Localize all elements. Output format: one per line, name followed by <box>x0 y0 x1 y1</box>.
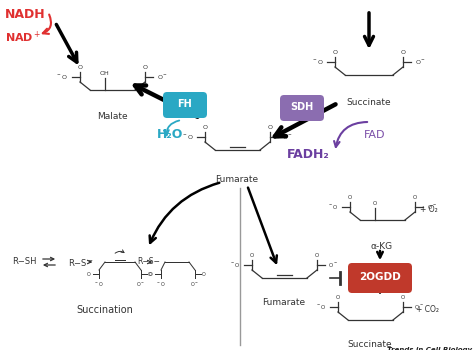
FancyArrowPatch shape <box>43 257 54 261</box>
Text: FADH₂: FADH₂ <box>287 148 329 161</box>
FancyArrowPatch shape <box>44 263 55 267</box>
Text: O: O <box>413 195 417 200</box>
Text: Succination: Succination <box>77 305 134 315</box>
Text: O: O <box>401 295 405 300</box>
Text: + CO₂: + CO₂ <box>416 306 439 315</box>
Text: Fumarate: Fumarate <box>263 298 306 307</box>
Text: NADH: NADH <box>5 8 46 21</box>
Text: OH: OH <box>100 71 110 76</box>
Text: O: O <box>87 272 91 276</box>
Text: O: O <box>336 295 340 300</box>
Text: O: O <box>348 195 352 200</box>
FancyBboxPatch shape <box>280 95 324 121</box>
Text: O: O <box>332 50 337 55</box>
Text: Succinate: Succinate <box>346 98 392 107</box>
FancyArrowPatch shape <box>43 15 51 34</box>
Text: O: O <box>143 65 147 70</box>
Text: $^-$O: $^-$O <box>94 280 104 288</box>
Text: O: O <box>202 272 206 276</box>
Text: $^-$O: $^-$O <box>328 203 339 211</box>
Text: O$^-$: O$^-$ <box>328 261 338 269</box>
FancyArrowPatch shape <box>115 250 124 253</box>
Text: O: O <box>149 272 153 276</box>
Text: O$^-$: O$^-$ <box>427 203 437 211</box>
Text: Succinate: Succinate <box>348 340 392 349</box>
Text: SDH: SDH <box>291 102 314 112</box>
Text: $^-$O: $^-$O <box>182 133 194 141</box>
Text: Trends in Cell Biology: Trends in Cell Biology <box>387 347 472 350</box>
Text: O$^-$: O$^-$ <box>415 58 426 66</box>
Text: O: O <box>267 125 273 130</box>
Text: FAD: FAD <box>364 130 386 140</box>
Text: O$^-$: O$^-$ <box>282 133 293 141</box>
Text: H₂O: H₂O <box>157 128 183 141</box>
Text: α-KG: α-KG <box>371 242 393 251</box>
Text: $^-$O: $^-$O <box>316 303 327 311</box>
Text: O$^-$: O$^-$ <box>191 280 200 288</box>
Text: Fumarate: Fumarate <box>216 175 258 184</box>
Text: 2OGDD: 2OGDD <box>359 272 401 282</box>
Text: NAD$^+$: NAD$^+$ <box>5 30 41 45</box>
Text: O$^-$: O$^-$ <box>137 280 146 288</box>
Text: R−SH: R−SH <box>12 258 36 266</box>
FancyBboxPatch shape <box>348 263 412 293</box>
Text: R−S$^-$: R−S$^-$ <box>68 257 94 267</box>
Text: + O₂: + O₂ <box>420 205 438 215</box>
Text: O$^-$: O$^-$ <box>157 73 168 81</box>
Text: $^-$O: $^-$O <box>312 58 324 66</box>
Text: O$^-$: O$^-$ <box>414 303 424 311</box>
Text: O: O <box>202 125 208 130</box>
FancyArrowPatch shape <box>334 122 367 147</box>
Text: Malate: Malate <box>97 112 128 121</box>
Text: O: O <box>373 201 377 206</box>
Text: O: O <box>401 50 405 55</box>
Text: $^-$O: $^-$O <box>56 73 68 81</box>
Text: O: O <box>78 65 82 70</box>
FancyArrowPatch shape <box>164 120 179 135</box>
Text: $^-$O: $^-$O <box>230 261 241 269</box>
Text: $^-$O: $^-$O <box>156 280 166 288</box>
FancyBboxPatch shape <box>163 92 207 118</box>
Text: O: O <box>250 253 254 258</box>
Text: FH: FH <box>178 99 192 109</box>
Text: R−S−: R−S− <box>137 258 160 266</box>
Text: O: O <box>148 272 152 276</box>
Text: O: O <box>315 253 319 258</box>
